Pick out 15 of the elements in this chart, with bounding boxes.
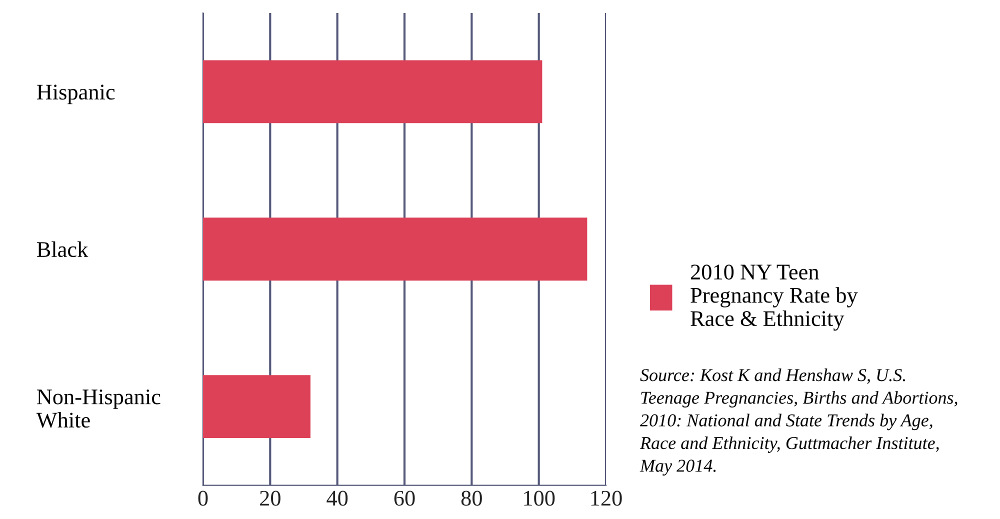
legend-label: 2010 NY Teen Pregnancy Rate by Race & Ethnicity bbox=[690, 264, 858, 331]
x-tick-label: 20 bbox=[260, 490, 280, 506]
source-note: Source: Kost K and Henshaw S, U.S. Teenage Pregnancies, Births and Abortions, 2010: National and State Trends by Age, Race and Ethnicity, Guttmacher Institute, May 2014. bbox=[640, 368, 958, 476]
x-tick-label: 120 bbox=[591, 490, 622, 506]
x-tick-label: 40 bbox=[326, 490, 348, 506]
x-tick-label: 80 bbox=[461, 490, 482, 506]
x-tick-label: 100 bbox=[524, 490, 555, 506]
y-tick-label: Non-Hispanic White bbox=[36, 389, 160, 428]
x-tick-label: 0 bbox=[198, 490, 208, 506]
bar bbox=[203, 60, 542, 124]
bar bbox=[203, 218, 588, 281]
bar bbox=[203, 375, 310, 438]
y-tick-label: Black bbox=[36, 241, 88, 258]
x-tick-label: 60 bbox=[394, 490, 415, 506]
y-tick-label: Hispanic bbox=[36, 84, 115, 104]
